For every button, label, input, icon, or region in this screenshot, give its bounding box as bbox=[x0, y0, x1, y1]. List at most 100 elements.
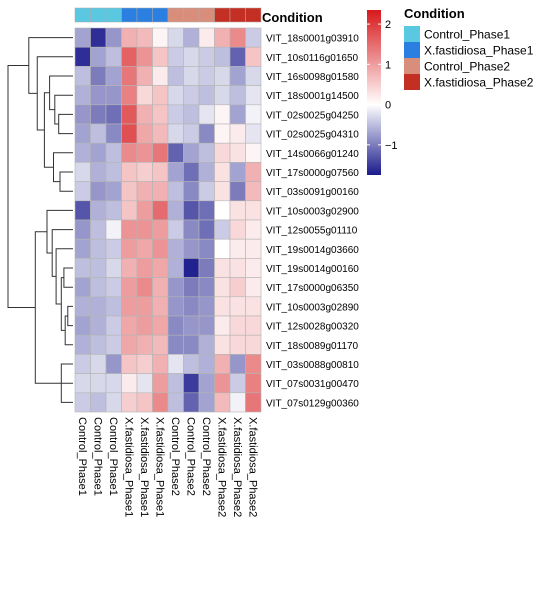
row-label: VIT_18s0001g03910 bbox=[266, 34, 359, 45]
legend-title: Condition bbox=[404, 6, 465, 21]
heatmap-cell bbox=[229, 354, 246, 374]
heatmap-cell bbox=[90, 123, 107, 144]
heatmap-cell bbox=[74, 296, 91, 317]
dendrogram-branch bbox=[49, 75, 73, 111]
heatmap-cell bbox=[74, 315, 91, 336]
heatmap-cell bbox=[183, 66, 200, 86]
heatmap-cell bbox=[152, 200, 169, 221]
legend-label: Control_Phase1 bbox=[424, 28, 510, 42]
heatmap-cell bbox=[214, 104, 231, 125]
heatmap-cell bbox=[167, 354, 184, 374]
heatmap-cell bbox=[152, 373, 169, 394]
heatmap-cell bbox=[245, 315, 262, 336]
heatmap-cell bbox=[152, 392, 169, 413]
heatmap-cell bbox=[245, 219, 262, 240]
colorbar-tick-label: 2 bbox=[385, 19, 391, 31]
row-label: VIT_17s0000g06350 bbox=[266, 283, 359, 294]
heatmap-cell bbox=[245, 334, 262, 355]
heatmap-cell bbox=[245, 238, 262, 259]
legend-swatch bbox=[404, 58, 420, 74]
column-label: Control_Phase2 bbox=[184, 417, 196, 496]
heatmap-cell bbox=[90, 162, 107, 182]
heatmap-cell bbox=[198, 123, 215, 144]
heatmap-cell bbox=[152, 123, 169, 144]
heatmap-cell bbox=[245, 200, 262, 221]
row-label: VIT_17s0000g07560 bbox=[266, 168, 359, 179]
heatmap-cell bbox=[105, 354, 122, 374]
heatmap-cell bbox=[121, 85, 138, 106]
heatmap-cell bbox=[90, 258, 107, 278]
heatmap-cell bbox=[105, 66, 122, 86]
heatmap-cell bbox=[105, 200, 122, 221]
heatmap-cell bbox=[136, 46, 153, 67]
heatmap-cell bbox=[183, 46, 200, 67]
heatmap-cell bbox=[105, 142, 122, 163]
heatmap-cell bbox=[167, 238, 184, 259]
heatmap-cell bbox=[183, 142, 200, 163]
heatmap-cell bbox=[167, 142, 184, 163]
heatmap-cell bbox=[74, 354, 91, 374]
heatmap-cell bbox=[74, 258, 91, 278]
heatmap-cell bbox=[198, 354, 215, 374]
row-label: VIT_12s0028g00320 bbox=[266, 322, 359, 333]
row-labels: VIT_18s0001g03910 VIT_10s0116g01650 VIT_16… bbox=[266, 34, 359, 410]
heatmap-cell bbox=[136, 354, 153, 374]
heatmap-cell bbox=[183, 315, 200, 336]
heatmap-cell bbox=[183, 123, 200, 144]
dendrogram-branch bbox=[46, 209, 73, 254]
heatmap-cell bbox=[121, 66, 138, 86]
heatmap-cell bbox=[167, 315, 184, 336]
heatmap-cell bbox=[229, 162, 246, 182]
heatmap-cell bbox=[74, 162, 91, 182]
column-label: X.fastidiosa_Phase2 bbox=[246, 417, 258, 517]
heatmap-cell bbox=[214, 258, 231, 278]
row-label: VIT_10s0003g02890 bbox=[266, 302, 359, 313]
heatmap-cell bbox=[152, 162, 169, 182]
row-label: VIT_19s0014g00160 bbox=[266, 264, 359, 275]
column-label: Control_Phase2 bbox=[200, 417, 212, 496]
heatmap-cell bbox=[105, 334, 122, 355]
heatmap-cell bbox=[74, 123, 91, 144]
heatmap-cell bbox=[198, 200, 215, 221]
heatmap-cell bbox=[198, 373, 215, 394]
heatmap-cell bbox=[229, 392, 246, 413]
heatmap-cell bbox=[74, 277, 91, 298]
dendrogram-branch bbox=[64, 315, 73, 346]
dendrogram-branch bbox=[51, 229, 73, 277]
annotation-cell bbox=[121, 7, 138, 23]
row-label: VIT_18s0089g01170 bbox=[266, 341, 359, 352]
heatmap-cell bbox=[229, 181, 246, 202]
row-dendrogram bbox=[7, 37, 73, 403]
heatmap-cell bbox=[74, 200, 91, 221]
heatmap-cell bbox=[121, 104, 138, 125]
heatmap-cell bbox=[152, 46, 169, 67]
row-label: VIT_10s0003g02900 bbox=[266, 206, 359, 217]
heatmap-cell bbox=[74, 46, 91, 67]
heatmap-cell bbox=[229, 123, 246, 144]
row-label: VIT_02s0025g04250 bbox=[266, 110, 359, 121]
heatmap-cell bbox=[121, 373, 138, 394]
heatmap-cell bbox=[152, 258, 169, 278]
heatmap-cell bbox=[167, 219, 184, 240]
heatmap-cell bbox=[214, 66, 231, 86]
heatmap-cell bbox=[105, 373, 122, 394]
heatmap-cell bbox=[105, 258, 122, 278]
colorbar-tick-label: 1 bbox=[385, 59, 391, 71]
heatmap-cell bbox=[121, 142, 138, 163]
heatmap-cell bbox=[183, 85, 200, 106]
column-label: X.fastidiosa_Phase2 bbox=[215, 417, 227, 517]
heatmap-cell bbox=[90, 334, 107, 355]
dendrogram-branch bbox=[7, 65, 36, 308]
heatmap-cell bbox=[136, 142, 153, 163]
heatmap-cell bbox=[90, 354, 107, 374]
heatmap-cell bbox=[105, 46, 122, 67]
heatmap-cell bbox=[183, 334, 200, 355]
dendrogram-branch bbox=[59, 171, 73, 192]
colorbar-tick-label: −1 bbox=[385, 140, 398, 152]
heatmap-cell bbox=[183, 200, 200, 221]
heatmap-cell bbox=[229, 315, 246, 336]
heatmap-cell bbox=[167, 85, 184, 106]
heatmap-cell bbox=[152, 354, 169, 374]
heatmap-cell bbox=[245, 392, 262, 413]
